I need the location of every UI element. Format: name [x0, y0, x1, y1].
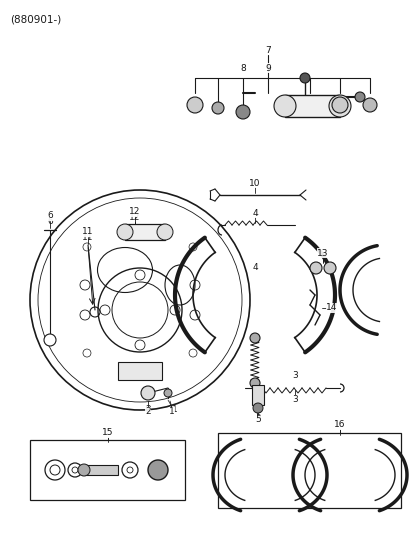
Text: 8: 8 [240, 63, 245, 73]
Circle shape [44, 334, 56, 346]
Text: 10: 10 [249, 179, 260, 188]
Text: 11: 11 [82, 233, 93, 243]
Text: 6: 6 [47, 217, 53, 226]
Text: 5: 5 [254, 413, 260, 421]
Text: 12: 12 [129, 214, 140, 223]
Text: 4: 4 [252, 264, 257, 273]
Text: 8: 8 [240, 63, 245, 73]
Text: 6: 6 [47, 211, 53, 221]
Text: 7: 7 [264, 46, 270, 54]
Text: 4: 4 [252, 209, 257, 217]
Text: 2: 2 [145, 407, 150, 416]
Circle shape [157, 224, 173, 240]
Text: 4: 4 [252, 209, 257, 217]
Text: 3: 3 [292, 395, 297, 405]
Bar [284, 95, 339, 117]
Circle shape [211, 102, 223, 114]
Circle shape [323, 262, 335, 274]
Circle shape [117, 224, 133, 240]
Text: 9: 9 [264, 63, 270, 73]
Circle shape [309, 262, 321, 274]
Text: 13: 13 [316, 249, 328, 258]
Circle shape [252, 403, 262, 413]
Text: 14: 14 [325, 303, 337, 313]
Text: 16: 16 [333, 421, 345, 429]
Circle shape [141, 386, 154, 400]
Text: 1: 1 [169, 407, 174, 416]
Text: 7: 7 [264, 46, 270, 54]
Circle shape [249, 378, 259, 388]
Circle shape [328, 95, 350, 117]
Circle shape [187, 97, 202, 113]
Text: 13: 13 [316, 249, 328, 258]
Text: 11: 11 [82, 228, 93, 237]
Bar [30, 440, 185, 500]
Text: 5: 5 [254, 415, 260, 424]
Text: 14: 14 [325, 303, 337, 313]
Text: 10: 10 [249, 179, 260, 188]
Text: 15: 15 [102, 428, 114, 437]
Circle shape [354, 92, 364, 102]
Bar [118, 362, 161, 380]
Text: 2: 2 [145, 406, 150, 414]
Circle shape [78, 464, 90, 476]
Text: 12: 12 [129, 208, 140, 216]
Circle shape [362, 98, 376, 112]
Bar [82, 465, 118, 475]
Text: 1: 1 [172, 406, 178, 414]
Bar [125, 224, 165, 240]
Circle shape [299, 73, 309, 83]
Circle shape [235, 105, 249, 119]
Text: (880901-): (880901-) [10, 14, 61, 24]
Bar [252, 385, 263, 405]
Text: 15: 15 [102, 428, 114, 437]
Circle shape [249, 333, 259, 343]
Text: 3: 3 [292, 372, 297, 380]
Circle shape [273, 95, 295, 117]
Circle shape [164, 389, 171, 397]
Text: 9: 9 [265, 63, 270, 73]
Circle shape [147, 460, 168, 480]
Bar [218, 433, 400, 508]
Text: 16: 16 [333, 421, 345, 429]
Circle shape [331, 97, 347, 113]
